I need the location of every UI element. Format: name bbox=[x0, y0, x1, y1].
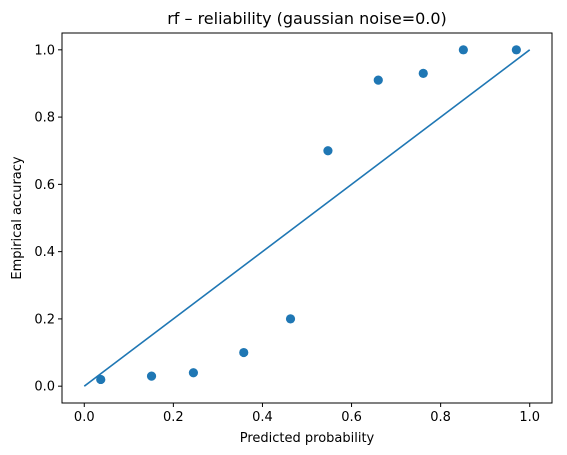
data-point-6 bbox=[323, 146, 333, 156]
y-tick-label: 1.0 bbox=[34, 43, 55, 58]
data-point-10 bbox=[511, 45, 521, 55]
data-point-5 bbox=[285, 314, 296, 324]
y-axis: 0.0 0.2 0.4 0.6 0.8 1.0 bbox=[34, 43, 62, 395]
x-axis: 0.0 0.2 0.4 0.6 0.8 1.0 bbox=[74, 403, 540, 425]
x-tick-label: 1.0 bbox=[519, 410, 540, 425]
reference-line bbox=[83, 49, 531, 387]
data-point-1 bbox=[96, 374, 106, 385]
chart-title: rf – reliability (gaussian noise=0.0) bbox=[167, 9, 447, 28]
data-point-8 bbox=[418, 68, 428, 78]
y-axis-label: Empirical accuracy bbox=[10, 156, 25, 280]
y-tick-label: 0.8 bbox=[34, 111, 55, 126]
x-tick-label: 0.6 bbox=[341, 410, 362, 425]
data-point-3 bbox=[188, 368, 199, 378]
x-tick-label: 0.8 bbox=[430, 410, 451, 425]
y-tick-label: 0.2 bbox=[34, 312, 55, 327]
plot-frame bbox=[61, 32, 553, 404]
data-point-4 bbox=[239, 347, 249, 358]
y-tick-label: 0.0 bbox=[34, 380, 55, 395]
x-tick-label: 0.2 bbox=[163, 410, 184, 425]
data-point-9 bbox=[458, 45, 468, 55]
y-tick-label: 0.4 bbox=[34, 245, 55, 260]
x-tick-label: 0.4 bbox=[252, 410, 273, 425]
x-tick-label: 0.0 bbox=[74, 410, 95, 425]
data-point-2 bbox=[146, 371, 157, 381]
x-axis-label: Predicted probability bbox=[240, 431, 375, 446]
y-tick-label: 0.6 bbox=[34, 178, 55, 193]
data-point-7 bbox=[373, 75, 383, 85]
plot-area bbox=[83, 45, 531, 387]
